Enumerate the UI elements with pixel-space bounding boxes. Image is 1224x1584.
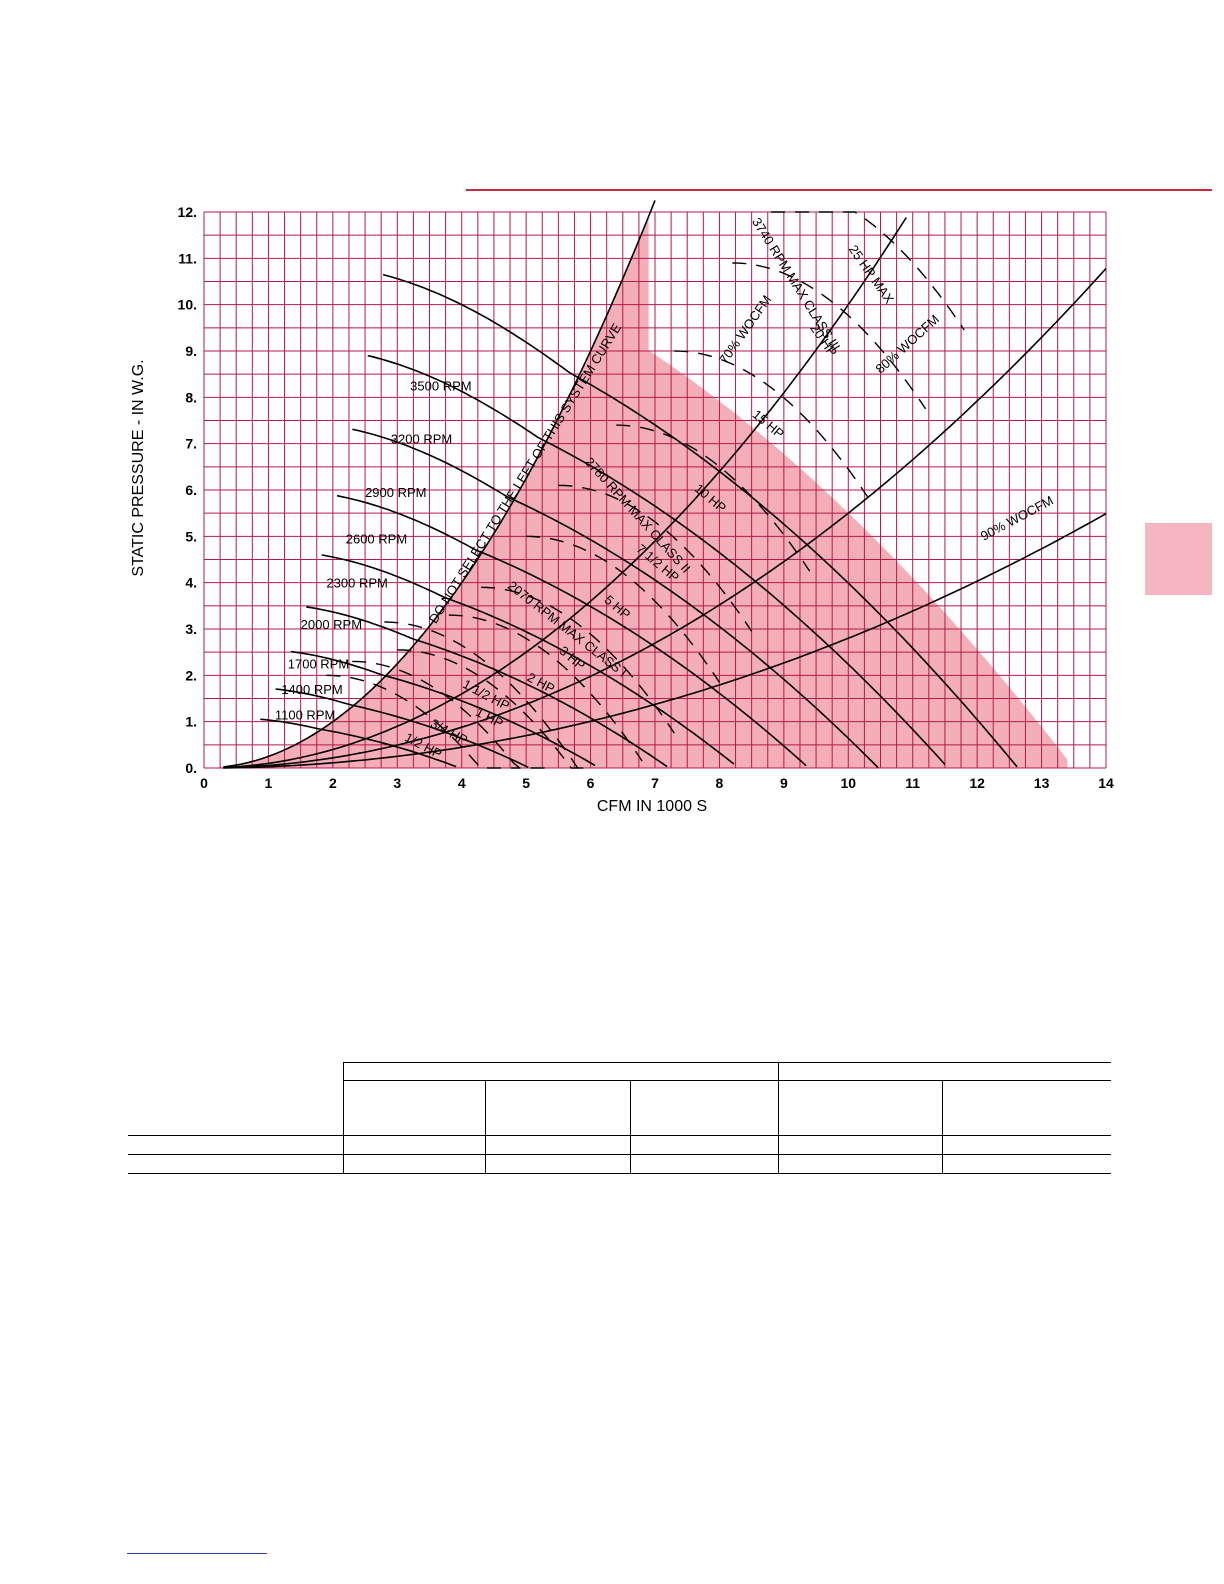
rpm-curve <box>306 606 668 768</box>
hp-curve <box>480 586 675 734</box>
x-tick-label: 12 <box>969 775 985 791</box>
table-header-cell <box>484 1080 630 1136</box>
hp-curve <box>732 262 927 410</box>
table-cell <box>941 1154 1111 1174</box>
hp-curve <box>384 621 579 769</box>
table-row <box>128 1135 1111 1155</box>
wocfm-label: 70% WOCFM <box>716 292 774 366</box>
x-tick-label: 13 <box>1034 775 1050 791</box>
table-cell <box>128 1154 343 1174</box>
rpm-curve <box>275 688 529 769</box>
table-cell <box>484 1135 630 1155</box>
rpm-curve-label: 2900 RPM <box>365 485 426 500</box>
hp-curve <box>674 350 869 498</box>
rpm-curve <box>260 718 457 768</box>
hp-curve <box>397 649 591 769</box>
max-class-label: 3740 RPM MAX CLASS III <box>749 215 843 353</box>
rpm-curve-label: 2300 RPM <box>326 575 387 590</box>
rpm-curve <box>336 494 807 767</box>
x-tick-label: 4 <box>458 775 466 791</box>
top-accent-rule <box>466 189 1212 191</box>
y-tick-label: 3. <box>185 621 197 637</box>
table-header-cell <box>777 1080 942 1136</box>
x-tick-label: 8 <box>716 775 724 791</box>
rpm-curve <box>321 554 735 765</box>
wocfm-system-line <box>223 217 907 769</box>
table-header-cell <box>941 1080 1111 1136</box>
table-cell <box>777 1154 942 1174</box>
y-tick-label: 5. <box>185 528 197 544</box>
table-row <box>128 1154 1111 1174</box>
y-tick-label: 10. <box>178 297 197 313</box>
wocfm-system-line <box>223 267 1107 769</box>
table-cell <box>777 1135 942 1155</box>
rpm-curve-label: 1100 RPM <box>275 707 335 722</box>
y-tick-label: 7. <box>185 436 197 452</box>
table-header-cell <box>128 1080 343 1136</box>
table-header-row-2 <box>128 1080 1111 1136</box>
x-tick-label: 2 <box>329 775 337 791</box>
section-tab <box>1145 523 1212 595</box>
rpm-curve-label: 2000 RPM <box>301 617 362 632</box>
footer-link-underline[interactable] <box>127 1553 267 1554</box>
table-header-cell <box>629 1080 778 1136</box>
x-axis-title: CFM IN 1000 S <box>597 798 707 815</box>
x-tick-label: 14 <box>1098 775 1114 791</box>
y-axis-title: STATIC PRESSURE - IN W.G. <box>130 359 147 576</box>
table-header-group-2 <box>777 1062 1111 1081</box>
x-tick-label: 10 <box>840 775 856 791</box>
table-cell <box>941 1135 1111 1155</box>
hp-curve <box>352 660 546 769</box>
fan-performance-chart: 1100 RPM 1400 RPM 1700 RPM 2000 RPM 2300 RPM… <box>130 200 1114 815</box>
y-tick-label: 12. <box>178 204 197 220</box>
y-tick-label: 4. <box>185 575 197 591</box>
table-header-cell <box>342 1080 485 1136</box>
hp-curve <box>558 484 753 632</box>
table-header-group-1 <box>342 1062 778 1081</box>
table-cell <box>484 1154 630 1174</box>
table-cell <box>342 1154 485 1174</box>
table-cell <box>128 1135 343 1155</box>
y-tick-label: 2. <box>185 667 197 683</box>
y-tick-label: 1. <box>185 714 197 730</box>
y-tick-label: 0. <box>185 760 197 776</box>
hp-curve <box>326 674 520 769</box>
rpm-curve <box>352 428 879 769</box>
rpm-curve <box>382 273 1018 768</box>
rpm-curve-label: 3500 RPM <box>410 378 471 393</box>
selection-region <box>204 216 1068 768</box>
x-tick-label: 11 <box>905 775 920 791</box>
x-tick-label: 7 <box>651 775 659 791</box>
rpm-curve <box>367 354 946 766</box>
rpm-curve-label: 1400 RPM <box>281 682 342 697</box>
rpm-curve-label: 2600 RPM <box>346 531 407 546</box>
wocfm-label: 80% WOCFM <box>872 312 942 377</box>
y-tick-label: 8. <box>185 389 197 405</box>
wocfm-system-line <box>223 513 1107 769</box>
table-header-row-1 <box>128 1062 1111 1081</box>
surge-system-curve <box>223 200 656 768</box>
table-cell <box>629 1154 778 1174</box>
x-tick-label: 3 <box>393 775 401 791</box>
x-tick-label: 6 <box>587 775 595 791</box>
y-tick-label: 6. <box>185 482 197 498</box>
hp-curve <box>771 211 965 331</box>
y-tick-label: 9. <box>185 343 197 359</box>
tick-layer: 0 1 2 3 4 5 6 7 8 9 10 11 12 13 140.1.2.3.4.5.6.7.8.9.… <box>178 204 1114 791</box>
rpm-curve-label: 1700 RPM <box>288 656 349 671</box>
x-tick-label: 1 <box>265 775 273 791</box>
selection-region-fill <box>204 216 1068 768</box>
curve-layer <box>223 200 1107 769</box>
x-tick-label: 5 <box>522 775 530 791</box>
x-tick-label: 0 <box>200 775 208 791</box>
table-header-cell <box>128 1063 343 1081</box>
rpm-curve-label: 3200 RPM <box>391 432 452 447</box>
table-cell <box>342 1135 485 1155</box>
x-tick-label: 9 <box>780 775 788 791</box>
specification-table <box>128 1062 1111 1174</box>
chart-grid <box>203 211 1107 769</box>
y-tick-label: 11. <box>178 250 197 266</box>
hp-curve <box>616 424 811 572</box>
table-cell <box>629 1135 778 1155</box>
